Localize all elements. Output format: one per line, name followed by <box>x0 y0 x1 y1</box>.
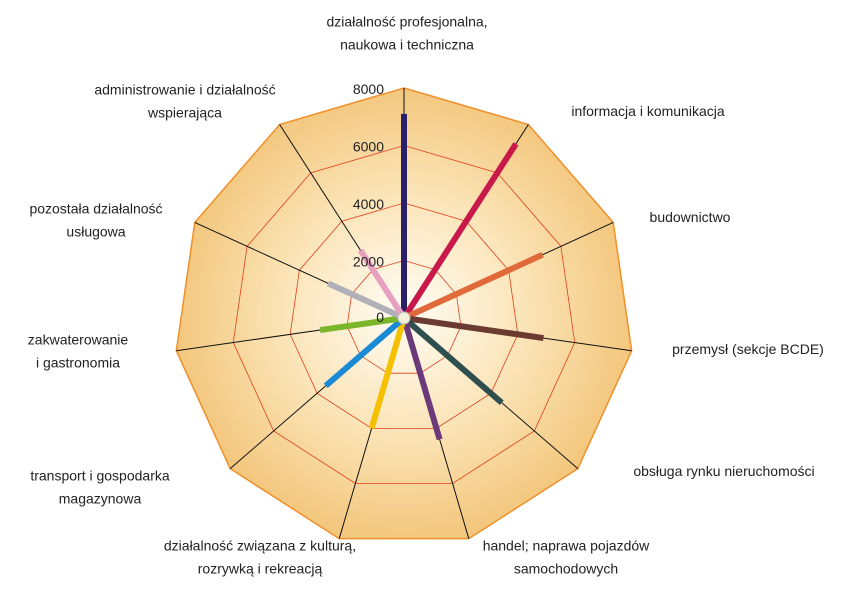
category-label: zakwaterowanie i gastronomia <box>28 331 129 370</box>
spoke-bar <box>401 142 519 320</box>
category-label: handel; naprawa pojazdów samochodowych <box>483 537 650 576</box>
grid-ring <box>175 87 633 540</box>
spoke-bar <box>326 280 406 321</box>
category-label: działalność związana z kulturą, rozrywką … <box>164 537 356 576</box>
r-tick-label: 4000 <box>353 196 384 212</box>
category-label: administrowanie i działalność wspierająca <box>94 81 275 120</box>
r-tick-label: 6000 <box>353 138 384 154</box>
r-tick-label: 2000 <box>353 253 384 269</box>
spoke-bar <box>402 251 544 321</box>
spoke-bar <box>402 315 504 405</box>
category-label: budownictwo <box>650 209 731 225</box>
center <box>397 311 411 325</box>
category-label: obsługa rynku nieruchomości <box>633 463 814 479</box>
category-label: działalność profesjonalna, naukowa i tech… <box>326 13 487 52</box>
r-tick-label: 8000 <box>353 81 384 97</box>
category-label: pozostała działalność usługowa <box>29 200 162 239</box>
spoke-bar <box>319 315 405 334</box>
grid-ring <box>232 145 576 484</box>
category-label: przemysł (sekcje BCDE) <box>672 341 824 357</box>
grid-ring <box>289 202 519 429</box>
spoke-bar <box>401 317 443 441</box>
spoke-bar <box>403 315 544 342</box>
spoke-bar <box>323 315 406 389</box>
category-label: transport i gospodarka magazynowa <box>30 467 170 506</box>
spoke-bar <box>368 317 407 430</box>
r-tick-label: 0 <box>376 309 384 325</box>
grid-ring <box>346 260 462 374</box>
category-label: informacja i komunikacja <box>571 103 724 119</box>
spoke-bar <box>357 248 407 320</box>
